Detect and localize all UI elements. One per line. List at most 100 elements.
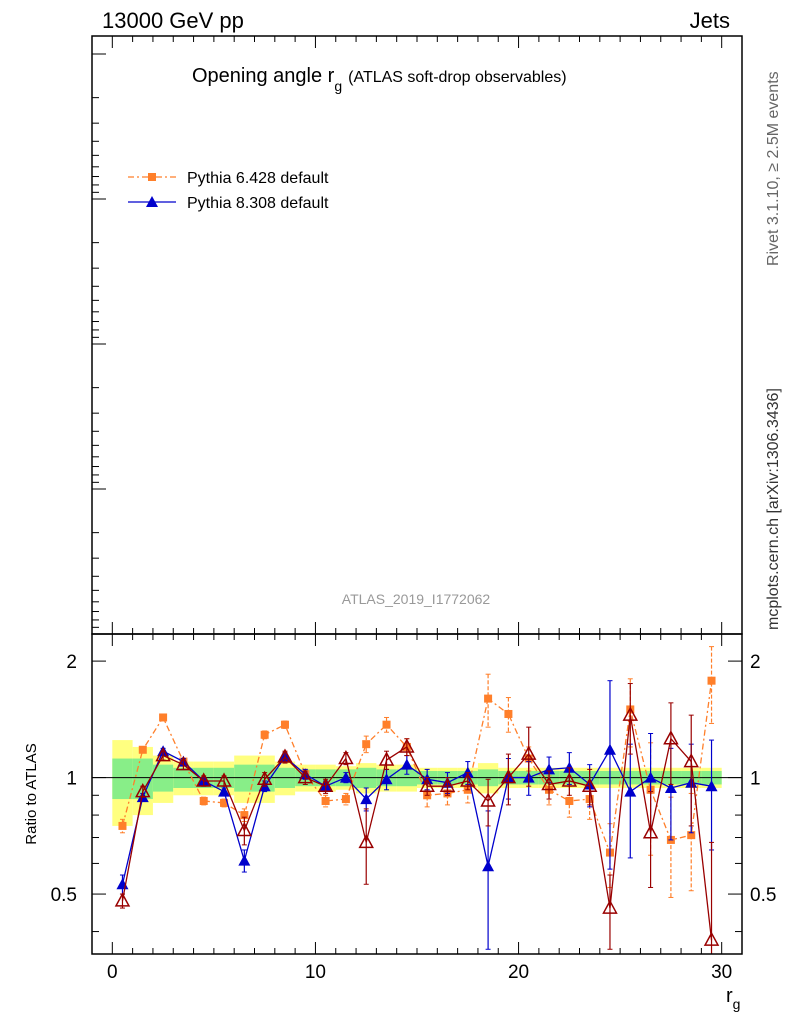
data-point <box>565 796 574 805</box>
data-point <box>624 785 637 797</box>
data-point <box>362 740 371 749</box>
data-point <box>400 758 413 770</box>
data-point <box>380 773 393 785</box>
data-point <box>280 720 289 729</box>
data-point <box>138 745 147 754</box>
data-point <box>687 831 696 840</box>
data-point <box>622 706 639 721</box>
data-point <box>663 730 679 745</box>
data-point <box>603 743 616 755</box>
data-point <box>195 772 212 787</box>
data-point <box>321 796 330 805</box>
data-point <box>240 811 249 820</box>
legend: Pythia 6.428 default Pythia 8.308 defaul… <box>128 170 329 212</box>
data-point <box>520 745 537 760</box>
data-point <box>175 756 192 771</box>
legend-label-pythia8: Pythia 8.308 default <box>187 195 329 212</box>
x-axis-label: rg <box>726 985 740 1012</box>
plot-title-paren: (ATLAS soft-drop observables) <box>348 69 566 86</box>
data-point <box>155 746 171 762</box>
data-point <box>581 777 598 792</box>
energy-label: 13000 GeV pp <box>102 8 244 33</box>
ratio-y-tick-label: 1 <box>750 769 761 790</box>
ratio-y-tick-label: 1 <box>66 769 77 790</box>
data-point <box>399 738 415 753</box>
data-point <box>541 775 557 791</box>
data-point <box>360 793 373 805</box>
x-axis-label-subscript: g <box>733 996 741 1012</box>
data-point <box>703 931 720 946</box>
data-point <box>297 769 314 784</box>
data-point <box>482 860 495 872</box>
ratio-y-tick-label: 2 <box>66 652 77 673</box>
data-point <box>378 751 395 766</box>
data-point <box>644 771 657 783</box>
data-point <box>199 796 208 805</box>
legend-marker-pythia8 <box>146 196 158 207</box>
data-point <box>339 771 352 783</box>
legend-entry-pythia6: Pythia 6.428 default <box>128 170 329 187</box>
series-line <box>121 715 713 941</box>
series-line <box>121 748 712 885</box>
ratio-y-tick-label: 0.5 <box>750 885 776 906</box>
data-point <box>382 720 391 729</box>
x-axis-label-main: r <box>726 985 733 1007</box>
ratio-y-tick-label: 2 <box>750 652 761 673</box>
data-point <box>664 781 677 793</box>
data-point <box>480 792 496 807</box>
data-point <box>484 694 493 703</box>
data-point <box>338 749 354 765</box>
data-point <box>260 730 269 739</box>
data-point <box>439 777 456 792</box>
data-point <box>561 772 578 787</box>
legend-marker-pythia6 <box>148 173 156 181</box>
data-point <box>642 824 659 839</box>
plot-title-subscript: g <box>334 78 342 94</box>
legend-label-pythia6: Pythia 6.428 default <box>187 170 329 187</box>
band-inner-bin <box>234 764 255 792</box>
main-panel-frame <box>91 35 743 635</box>
legend-entry-pythia8: Pythia 8.308 default <box>128 195 329 212</box>
x-tick-label: 10 <box>305 962 326 983</box>
main-panel-ticks <box>92 36 723 634</box>
data-point <box>216 772 232 787</box>
series-1 <box>116 680 718 950</box>
series-2 <box>114 683 720 955</box>
ratio-y-tick-label: 0.5 <box>51 885 77 906</box>
data-point <box>118 821 127 830</box>
data-point <box>683 752 699 768</box>
data-point <box>238 854 251 866</box>
data-point <box>705 780 718 792</box>
data-point <box>358 833 374 849</box>
data-point <box>504 709 513 718</box>
ratio-panel-ticks: 0 10 20 30 0.5 0.5 1 1 2 2 <box>51 634 776 983</box>
band-inner-bin <box>152 764 174 792</box>
x-tick-label: 20 <box>508 962 529 983</box>
data-point <box>218 785 231 797</box>
ratio-y-axis-label: Ratio to ATLAS <box>23 743 40 844</box>
series-layer <box>114 646 720 955</box>
data-point <box>114 892 131 907</box>
analysis-label: ATLAS_2019_I1772062 <box>342 591 491 607</box>
data-point <box>460 772 476 787</box>
category-label: Jets <box>689 8 730 33</box>
plot-title: Opening angle rg (ATLAS soft-drop observa… <box>192 65 567 94</box>
data-point <box>135 783 151 798</box>
data-point <box>602 899 618 914</box>
data-point <box>317 777 334 792</box>
data-point <box>500 769 517 784</box>
data-point <box>236 821 253 837</box>
band-inner-bin <box>112 758 133 800</box>
data-point <box>277 748 293 763</box>
data-point <box>543 763 556 775</box>
data-point <box>159 713 168 722</box>
plot-title-main: Opening angle r <box>192 65 335 87</box>
x-tick-label: 0 <box>107 962 118 983</box>
data-point <box>707 676 716 685</box>
x-tick-label: 30 <box>711 962 732 983</box>
data-point <box>341 795 350 804</box>
data-point <box>256 770 273 786</box>
data-point <box>220 798 229 807</box>
data-point <box>419 777 435 792</box>
